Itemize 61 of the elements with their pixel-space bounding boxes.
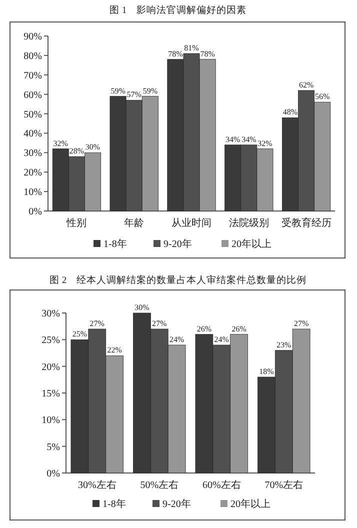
data-label: 24% [214,335,230,344]
x-tick-label: 年龄 [124,217,144,229]
y-tick-label: 25% [42,335,60,346]
data-label: 59% [110,86,126,96]
y-tick-label: 30% [42,308,60,320]
data-label: 27% [294,319,309,328]
x-tick-label: 法院级别 [228,217,269,229]
x-tick-label: 50%左右 [140,479,179,491]
y-tick-label: 10% [42,415,60,426]
legend-label: 20年以上 [232,238,272,250]
data-label: 34% [225,134,240,144]
data-label: 32% [53,138,68,148]
data-label: 26% [232,324,247,334]
data-label: 81% [184,44,200,52]
data-label: 78% [200,49,216,58]
data-label: 56% [315,92,330,102]
data-label: 34% [242,134,257,144]
y-tick-label: 0% [28,206,42,218]
data-label: 28% [69,146,84,156]
chart-title: 图 2 经本人调解结案的数量占本人审结案件总数量的比例 [49,274,307,286]
y-tick-label: 20% [42,362,60,373]
data-label: 22% [107,346,122,355]
data-label: 27% [90,319,105,328]
data-label: 32% [258,138,273,148]
data-label: 18% [259,367,274,376]
y-tick-label: 60% [24,90,42,101]
chart-title: 图 1 影响法官调解偏好的因素 [109,4,247,16]
x-tick-label: 受教育经历 [281,217,332,229]
y-tick-label: 70% [24,70,42,82]
y-tick-label: 0% [46,468,60,480]
x-tick-label: 60%左右 [202,479,241,491]
data-label: 57% [126,90,142,100]
y-tick-label: 50% [24,109,42,120]
y-tick-label: 10% [24,187,42,198]
data-label: 25% [72,330,88,339]
data-label: 30% [134,303,150,312]
y-tick-label: 15% [42,388,60,400]
data-label: 24% [169,335,184,344]
data-label: 30% [85,142,100,152]
data-label: 59% [142,86,158,96]
data-label: 78% [168,49,184,58]
legend-label: 9-20年 [162,498,191,510]
y-tick-label: 80% [24,50,42,62]
legend-label: 20年以上 [230,498,270,510]
data-label: 27% [152,319,168,328]
x-tick-label: 70%左右 [264,479,304,491]
legend-label: 1-8年 [104,238,127,250]
y-tick-label: 5% [46,442,60,453]
y-tick-label: 30% [24,148,42,160]
legend-label: 1-8年 [102,498,126,510]
data-label: 48% [282,108,298,117]
y-tick-label: 20% [24,168,42,179]
y-tick-label: 90% [24,32,42,42]
x-tick-label: 30%左右 [78,479,116,491]
legend-label: 9-20年 [164,238,192,250]
data-label: 23% [276,340,292,350]
x-tick-label: 从业时间 [172,217,212,229]
x-tick-label: 性别 [66,217,87,229]
data-label: 62% [298,80,314,90]
data-label: 26% [196,324,212,334]
y-tick-label: 40% [24,128,42,140]
